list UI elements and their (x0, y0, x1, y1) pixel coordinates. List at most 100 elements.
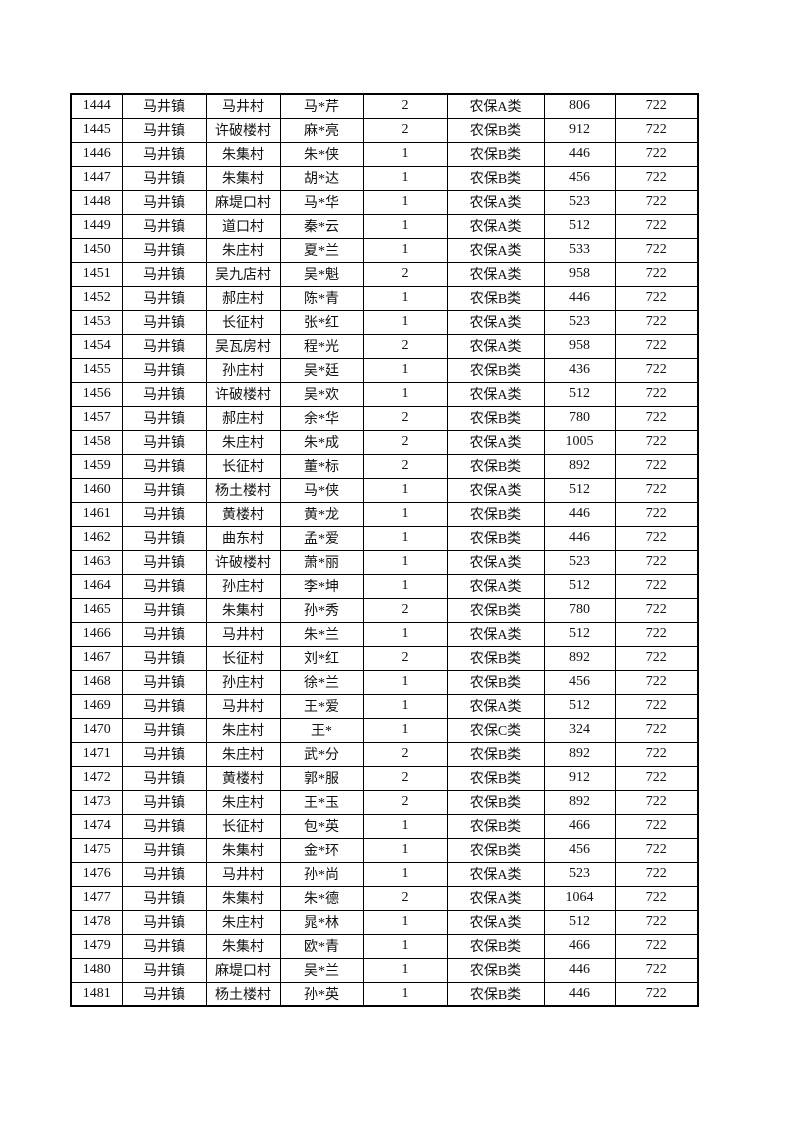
cell-amount: 466 (543, 813, 616, 839)
cell-name: 孙*英 (279, 981, 364, 1007)
cell-name: 王*玉 (279, 789, 364, 815)
cell-amount: 780 (543, 597, 616, 623)
cell-town: 马井镇 (121, 261, 207, 287)
table-row: 1461 马井镇 黄楼村 黄*龙 1 农保B类 446 722 (70, 501, 699, 527)
cell-town: 马井镇 (121, 429, 207, 455)
cell-category: 农保B类 (446, 669, 545, 695)
cell-seq: 1445 (70, 117, 123, 143)
cell-code: 722 (614, 957, 699, 983)
cell-code: 722 (614, 981, 699, 1007)
cell-category: 农保B类 (446, 285, 545, 311)
cell-category: 农保A类 (446, 885, 545, 911)
cell-amount: 912 (543, 117, 616, 143)
cell-seq: 1460 (70, 477, 123, 503)
cell-amount: 958 (543, 261, 616, 287)
cell-town: 马井镇 (121, 957, 207, 983)
cell-village: 朱集村 (205, 141, 281, 167)
cell-count: 1 (362, 981, 448, 1007)
cell-seq: 1477 (70, 885, 123, 911)
cell-code: 722 (614, 885, 699, 911)
cell-name: 吴*欢 (279, 381, 364, 407)
cell-name: 余*华 (279, 405, 364, 431)
cell-category: 农保A类 (446, 93, 545, 119)
cell-village: 长征村 (205, 453, 281, 479)
cell-village: 郝庄村 (205, 285, 281, 311)
cell-name: 金*环 (279, 837, 364, 863)
cell-category: 农保B类 (446, 165, 545, 191)
table-row: 1445 马井镇 许破楼村 麻*亮 2 农保B类 912 722 (70, 117, 699, 143)
cell-count: 1 (362, 285, 448, 311)
cell-count: 2 (362, 261, 448, 287)
cell-category: 农保B类 (446, 501, 545, 527)
cell-count: 1 (362, 309, 448, 335)
cell-seq: 1449 (70, 213, 123, 239)
cell-category: 农保C类 (446, 717, 545, 743)
cell-amount: 446 (543, 957, 616, 983)
cell-amount: 523 (543, 861, 616, 887)
cell-code: 722 (614, 549, 699, 575)
cell-category: 农保B类 (446, 741, 545, 767)
cell-count: 1 (362, 165, 448, 191)
table-row: 1460 马井镇 杨土楼村 马*侠 1 农保A类 512 722 (70, 477, 699, 503)
cell-code: 722 (614, 285, 699, 311)
cell-category: 农保A类 (446, 549, 545, 575)
table-row: 1452 马井镇 郝庄村 陈*青 1 农保B类 446 722 (70, 285, 699, 311)
cell-name: 李*坤 (279, 573, 364, 599)
cell-village: 马井村 (205, 621, 281, 647)
table-row: 1471 马井镇 朱庄村 武*分 2 农保B类 892 722 (70, 741, 699, 767)
cell-amount: 512 (543, 909, 616, 935)
cell-village: 许破楼村 (205, 549, 281, 575)
cell-count: 1 (362, 933, 448, 959)
cell-category: 农保B类 (446, 981, 545, 1007)
cell-category: 农保B类 (446, 117, 545, 143)
cell-amount: 436 (543, 357, 616, 383)
cell-town: 马井镇 (121, 981, 207, 1007)
cell-name: 陈*青 (279, 285, 364, 311)
cell-code: 722 (614, 309, 699, 335)
cell-count: 1 (362, 237, 448, 263)
table-row: 1472 马井镇 黄楼村 郭*服 2 农保B类 912 722 (70, 765, 699, 791)
cell-amount: 780 (543, 405, 616, 431)
cell-name: 王*爱 (279, 693, 364, 719)
cell-category: 农保B类 (446, 645, 545, 671)
cell-town: 马井镇 (121, 765, 207, 791)
cell-amount: 456 (543, 669, 616, 695)
cell-seq: 1466 (70, 621, 123, 647)
table-row: 1480 马井镇 麻堤口村 吴*兰 1 农保B类 446 722 (70, 957, 699, 983)
cell-code: 722 (614, 117, 699, 143)
cell-name: 朱*兰 (279, 621, 364, 647)
table-row: 1447 马井镇 朱集村 胡*达 1 农保B类 456 722 (70, 165, 699, 191)
cell-count: 1 (362, 213, 448, 239)
cell-category: 农保A类 (446, 621, 545, 647)
cell-code: 722 (614, 453, 699, 479)
cell-amount: 446 (543, 501, 616, 527)
cell-category: 农保B类 (446, 765, 545, 791)
cell-count: 1 (362, 621, 448, 647)
cell-code: 722 (614, 621, 699, 647)
cell-name: 朱*成 (279, 429, 364, 455)
cell-count: 2 (362, 405, 448, 431)
cell-amount: 512 (543, 381, 616, 407)
cell-code: 722 (614, 933, 699, 959)
cell-count: 2 (362, 117, 448, 143)
cell-town: 马井镇 (121, 717, 207, 743)
table-row: 1448 马井镇 麻堤口村 马*华 1 农保A类 523 722 (70, 189, 699, 215)
cell-count: 1 (362, 501, 448, 527)
cell-name: 董*标 (279, 453, 364, 479)
cell-town: 马井镇 (121, 381, 207, 407)
cell-amount: 1064 (543, 885, 616, 911)
cell-code: 722 (614, 357, 699, 383)
cell-name: 萧*丽 (279, 549, 364, 575)
cell-code: 722 (614, 333, 699, 359)
table-row: 1457 马井镇 郝庄村 余*华 2 农保B类 780 722 (70, 405, 699, 431)
table-row: 1451 马井镇 吴九店村 吴*魁 2 农保A类 958 722 (70, 261, 699, 287)
cell-seq: 1471 (70, 741, 123, 767)
cell-amount: 512 (543, 621, 616, 647)
cell-amount: 512 (543, 477, 616, 503)
table-row: 1477 马井镇 朱集村 朱*德 2 农保A类 1064 722 (70, 885, 699, 911)
cell-seq: 1451 (70, 261, 123, 287)
cell-count: 1 (362, 717, 448, 743)
table-row: 1464 马井镇 孙庄村 李*坤 1 农保A类 512 722 (70, 573, 699, 599)
cell-village: 朱庄村 (205, 909, 281, 935)
table-row: 1449 马井镇 道口村 秦*云 1 农保A类 512 722 (70, 213, 699, 239)
